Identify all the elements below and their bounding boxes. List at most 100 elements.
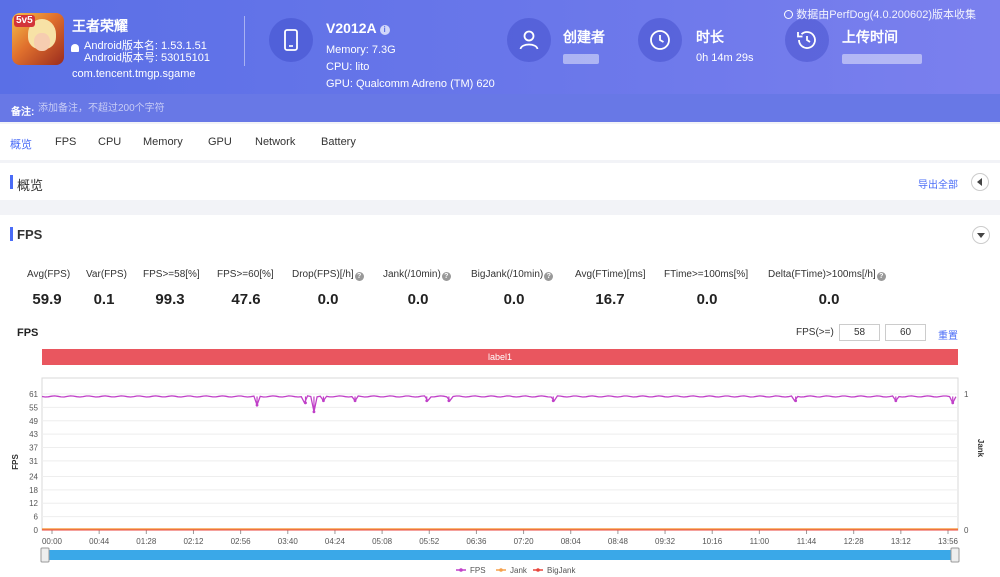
fps-point [322, 399, 325, 403]
help-icon[interactable]: ? [354, 272, 364, 281]
x-tick-label: 03:40 [278, 537, 299, 546]
info-circle-icon [784, 10, 794, 19]
collapse-button[interactable] [971, 173, 989, 191]
metric-value: 0.1 [93, 291, 115, 308]
overview-card [0, 163, 1000, 200]
x-tick-label: 10:16 [702, 537, 723, 546]
fps-point [312, 410, 316, 414]
caret-left-icon [977, 178, 982, 186]
metric-value: 0.0 [818, 291, 840, 308]
device-cpu: CPU: lito [326, 61, 370, 73]
x-tick-label: 11:00 [750, 537, 770, 546]
app-icon: 5v5 [12, 13, 64, 65]
upload-time-redacted [842, 54, 922, 64]
app-icon-badge: 5v5 [14, 15, 35, 27]
x-tick-label: 01:28 [136, 537, 157, 546]
device-gpu: GPU: Qualcomm Adreno (TM) 620 [326, 78, 495, 90]
fps-point [951, 401, 955, 405]
tab-network[interactable]: Network [255, 136, 296, 148]
reset-button[interactable]: 重置 [938, 331, 958, 342]
device-name: V2012A i [326, 20, 390, 36]
x-tick-label: 13:12 [891, 537, 912, 546]
device-memory: Memory: 7.3G [326, 44, 396, 56]
y-tick-label: 37 [29, 444, 38, 453]
legend-marker [536, 568, 540, 572]
y-tick-label: 49 [29, 417, 38, 426]
overview-accent-bar [10, 175, 13, 189]
x-tick-label: 12:28 [844, 537, 865, 546]
fps-point [551, 399, 555, 403]
tab-memory[interactable]: Memory [143, 136, 183, 148]
tab-overview[interactable]: 概览 [10, 139, 32, 151]
slider-handle-right[interactable] [950, 547, 960, 563]
y-tick-label: 31 [29, 457, 38, 466]
tab-battery[interactable]: Battery [321, 136, 356, 148]
app-name: 王者荣耀 [72, 18, 128, 34]
metric-value: 47.6 [231, 291, 261, 308]
metric-value: 59.9 [32, 291, 62, 308]
metric-label: FPS>=58[%] [143, 269, 200, 280]
export-all-button[interactable]: 导出全部 [918, 180, 958, 191]
plot-frame [41, 377, 959, 531]
threshold-high-input[interactable] [885, 324, 926, 341]
android-version-code: Android版本号: 53015101 [84, 52, 210, 64]
x-tick-label: 02:56 [231, 537, 252, 546]
metric-label: FTime>=100ms[%] [664, 269, 749, 280]
fps-accent-bar [10, 227, 13, 241]
y-tick-label: 12 [29, 499, 38, 508]
creator-title: 创建者 [563, 29, 605, 45]
metric-value: 0.0 [407, 291, 429, 308]
x-tick-label: 02:12 [183, 537, 204, 546]
x-tick-label: 06:36 [466, 537, 487, 546]
note-label: 备注: [11, 107, 35, 118]
y2-tick-label: 0 [964, 526, 969, 535]
clock-icon [638, 18, 682, 62]
y2-tick-label: 1 [964, 390, 969, 399]
header-divider [244, 16, 245, 66]
fps-chart[interactable]: 0 6 12 18 24 31 37 43 49 55 61 1 0 FPS Jank 00:00 00:44 0… [0, 368, 1000, 577]
tab-fps[interactable]: FPS [55, 136, 77, 148]
duration-title: 时长 [696, 29, 724, 45]
threshold-low-input[interactable] [839, 324, 880, 341]
range-slider[interactable] [42, 550, 958, 560]
android-icon [71, 44, 79, 52]
fps-point [447, 399, 451, 403]
y-tick-label: 0 [34, 526, 39, 535]
x-tick-label: 13:56 [938, 537, 959, 546]
history-icon [785, 18, 829, 62]
fps-point [304, 401, 307, 405]
slider-handle-left[interactable] [40, 547, 50, 563]
android-version-name: Android版本名: 1.53.1.51 [84, 40, 207, 52]
tab-cpu[interactable]: CPU [98, 136, 122, 148]
metric-value: 0.0 [503, 291, 525, 308]
tab-gpu[interactable]: GPU [208, 136, 232, 148]
metric-value: 16.7 [595, 291, 625, 308]
report-header: 5v5 王者荣耀 Android版本名: 1.53.1.51 Android版本… [0, 0, 1000, 94]
help-icon[interactable]: ? [544, 272, 554, 281]
x-tick-label: 11:44 [797, 537, 817, 546]
fps-point [353, 399, 357, 403]
phone-icon [269, 18, 313, 62]
package-name: com.tencent.tmgp.sgame [72, 68, 196, 80]
y-tick-label: 18 [29, 486, 38, 495]
y-axis-title: FPS [11, 454, 20, 470]
y2-axis-title: Jank [976, 439, 985, 458]
caret-down-icon [977, 233, 985, 238]
y-tick-label: 61 [29, 390, 38, 399]
help-icon[interactable]: ? [441, 272, 451, 281]
user-icon [507, 18, 551, 62]
fps-expand-button[interactable] [972, 226, 990, 244]
metric-label: Avg(FTime)[ms] [575, 269, 646, 280]
overview-title: 概览 [17, 178, 44, 193]
fps-series-line [41, 395, 957, 412]
y-tick-label: 24 [29, 472, 38, 481]
help-icon[interactable]: ? [876, 272, 886, 281]
metric-label: FPS>=60[%] [217, 269, 274, 280]
x-tick-label: 09:32 [655, 537, 676, 546]
fps-point [255, 403, 259, 407]
x-tick-label: 05:08 [372, 537, 393, 546]
threshold-label: FPS(>=) [796, 327, 834, 338]
info-icon[interactable]: i [379, 25, 390, 35]
segment-label-bar[interactable]: label1 [42, 349, 958, 365]
note-input[interactable] [38, 101, 438, 115]
